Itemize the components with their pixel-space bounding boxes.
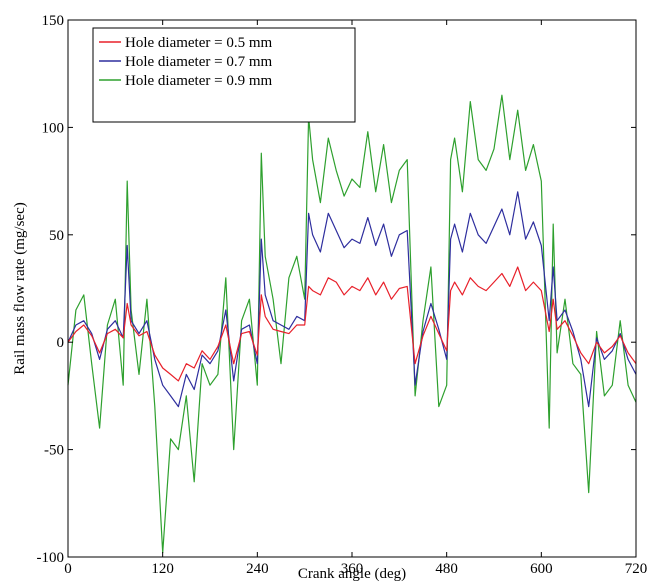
y-tick-label: 50: [49, 228, 64, 244]
x-tick-label: 120: [151, 561, 174, 577]
legend-label: Hole diameter = 0.9 mm: [125, 73, 273, 89]
y-tick-label: 150: [42, 13, 65, 29]
x-tick-label: 600: [530, 561, 553, 577]
series-line-3: [67, 94, 637, 554]
x-tick-label: 240: [246, 561, 269, 577]
y-tick-label: 100: [42, 120, 65, 136]
x-tick-label: 360: [341, 561, 364, 577]
x-tick-label: 0: [64, 561, 72, 577]
y-axis-label: Rail mass flow rate (mg/sec): [12, 202, 28, 374]
series-line-1: [67, 266, 637, 382]
x-tick-label: 480: [435, 561, 458, 577]
y-tick-label: -100: [37, 550, 65, 566]
series-line-2: [67, 191, 637, 408]
x-axis-label: Crank angle (deg): [298, 566, 406, 582]
legend-box: [92, 27, 356, 123]
legend-label: Hole diameter = 0.5 mm: [125, 35, 273, 51]
series-layer: [67, 94, 637, 554]
y-tick-label: 0: [57, 335, 65, 351]
ticks-layer: 0 120 240 360 480 600 720 -100 -50 0 50 100 150: [37, 13, 648, 577]
legend: Hole diameter = 0.5 mm Hole diameter = 0.…: [92, 27, 356, 123]
x-tick-label: 720: [625, 561, 648, 577]
legend-label: Hole diameter = 0.7 mm: [125, 54, 273, 70]
y-tick-label: -50: [44, 443, 64, 459]
